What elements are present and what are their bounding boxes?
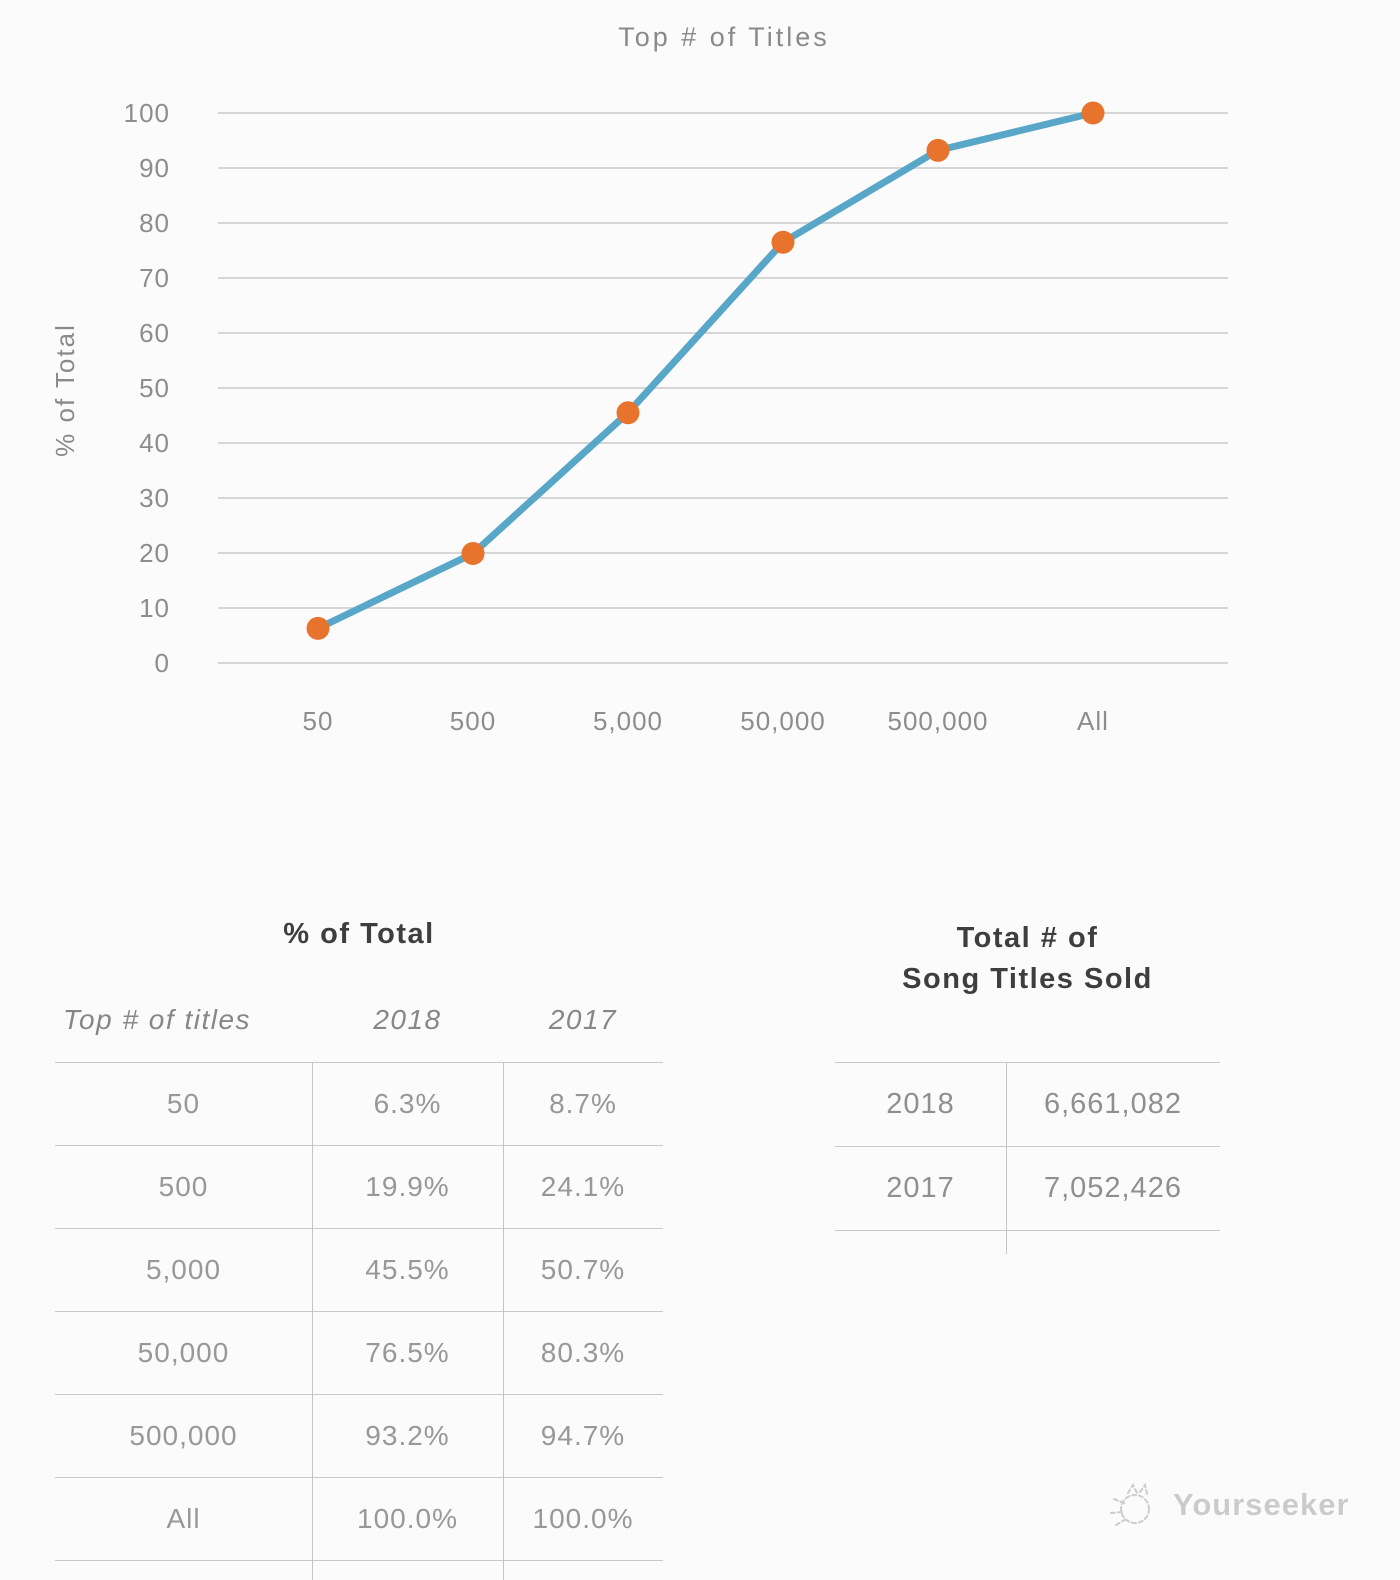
chart-title: Top # of Titles	[618, 22, 830, 52]
yourseeker-logo-icon	[1110, 1482, 1150, 1526]
totals-heading-line2: Song Titles Sold	[902, 963, 1153, 995]
pct-table: 50 6.3% 8.7% 500 19.9% 24.1% 5,000 45.5%…	[55, 1062, 663, 1561]
cell-2018: 100.0%	[357, 1503, 458, 1534]
table-row: 500,000 93.2% 94.7%	[55, 1395, 663, 1478]
svg-text:60: 60	[139, 318, 170, 348]
cell-2017: 94.7%	[540, 1420, 626, 1451]
cell-2017: 80.3%	[540, 1337, 626, 1368]
pct-table-heading: % of Total	[283, 918, 435, 950]
svg-text:500: 500	[450, 706, 496, 736]
cell-2017: 24.1%	[540, 1171, 626, 1202]
svg-text:20: 20	[139, 538, 170, 568]
svg-text:50,000: 50,000	[740, 706, 826, 736]
y-axis-label: % of Total	[50, 323, 80, 457]
col-header-2018: 2018	[373, 1004, 442, 1035]
svg-text:All: All	[1077, 706, 1109, 736]
totals-table-heading: Total # of Song Titles Sold	[835, 918, 1220, 1000]
cell-titles: 500	[158, 1171, 209, 1202]
table-column-divider	[312, 1062, 313, 1580]
cell-2018: 45.5%	[365, 1254, 450, 1285]
cell-2017: 8.7%	[549, 1088, 617, 1119]
watermark: Yourseeker	[1105, 1478, 1350, 1532]
totals-table: 2018 6,661,082 2017 7,052,426	[835, 1062, 1220, 1231]
cell-2018: 6.3%	[373, 1088, 442, 1119]
cell-year: 2017	[886, 1172, 955, 1204]
svg-text:70: 70	[139, 263, 170, 293]
svg-text:90: 90	[139, 153, 170, 183]
col-header-2017: 2017	[548, 1004, 618, 1035]
table-row: All 100.0% 100.0%	[55, 1478, 663, 1561]
col-header-top-titles: Top # of titles	[63, 1004, 252, 1035]
cell-titles: 50,000	[137, 1337, 230, 1368]
cell-total: 7,052,426	[1043, 1172, 1182, 1204]
svg-text:50: 50	[303, 706, 334, 736]
table-row: 2018 6,661,082	[835, 1063, 1220, 1147]
totals-heading-line1: Total # of	[956, 922, 1099, 954]
cell-2017: 50.7%	[540, 1254, 626, 1285]
cell-titles: 50	[166, 1088, 201, 1119]
cell-2017: 100.0%	[532, 1503, 634, 1534]
table-column-divider	[1006, 1062, 1007, 1254]
svg-text:50: 50	[139, 373, 170, 403]
table-row: 2017 7,052,426	[835, 1147, 1220, 1231]
cell-titles: 5,000	[145, 1254, 222, 1285]
svg-text:10: 10	[139, 593, 170, 623]
table-row: 500 19.9% 24.1%	[55, 1146, 663, 1229]
cell-2018: 19.9%	[365, 1171, 450, 1202]
svg-text:5,000: 5,000	[593, 706, 663, 736]
svg-text:0: 0	[155, 648, 170, 678]
cell-year: 2018	[886, 1088, 955, 1120]
svg-text:40: 40	[139, 428, 170, 458]
table-column-divider	[503, 1062, 504, 1580]
svg-text:80: 80	[139, 208, 170, 238]
cell-2018: 76.5%	[365, 1337, 450, 1368]
pct-table-column-headers: Top # of titles 2018 2017	[55, 998, 663, 1042]
cell-titles: 500,000	[129, 1420, 238, 1451]
table-row: 50,000 76.5% 80.3%	[55, 1312, 663, 1395]
table-row: 50 6.3% 8.7%	[55, 1063, 663, 1146]
cell-2018: 93.2%	[365, 1420, 450, 1451]
cell-titles: All	[166, 1503, 201, 1534]
table-row: 5,000 45.5% 50.7%	[55, 1229, 663, 1312]
cell-total: 6,661,082	[1043, 1088, 1182, 1120]
svg-text:30: 30	[139, 483, 170, 513]
line-chart: 0 10 20 30 40 50 60 70 80 90 100 50 500 5,000 50,000 50…	[50, 22, 1228, 736]
svg-text:100: 100	[124, 98, 170, 128]
svg-text:500,000: 500,000	[888, 706, 989, 736]
watermark-text: Yourseeker	[1173, 1487, 1350, 1522]
